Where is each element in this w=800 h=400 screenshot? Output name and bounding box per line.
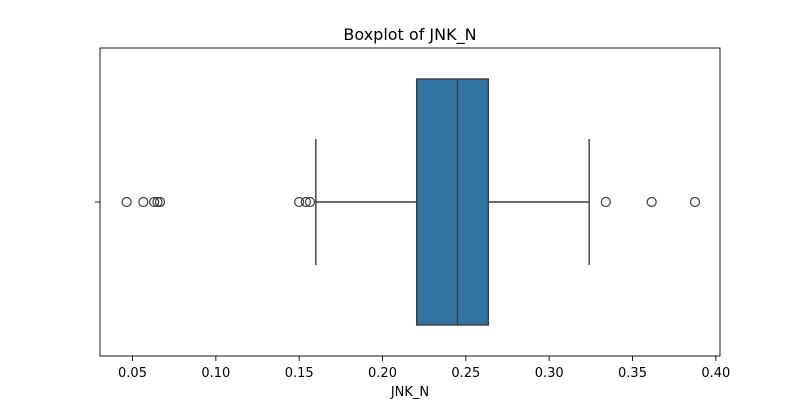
x-tick-label-0: 0.05 — [118, 366, 147, 381]
plot-area: 0.05 0.10 0.15 0.20 0.25 0.30 0.35 0.40 — [95, 47, 730, 381]
outlier-point-1 — [138, 196, 149, 208]
outlier-point-7 — [304, 196, 316, 208]
x-tick-label-5: 0.30 — [535, 366, 564, 381]
x-tick-label-6: 0.35 — [618, 366, 647, 381]
outlier-point-3 — [152, 196, 163, 208]
iqr-box — [415, 78, 490, 326]
outlier-point-10 — [689, 196, 701, 208]
outlier-point-8 — [600, 196, 611, 208]
chart-title: Boxplot of JNK_N — [343, 25, 476, 45]
x-tick-label-2: 0.15 — [285, 366, 314, 381]
outlier-point-6 — [300, 196, 311, 208]
x-tick-label-4: 0.25 — [451, 366, 480, 381]
outlier-point-5 — [294, 196, 305, 208]
outlier-point-9 — [646, 196, 657, 208]
x-tick-label-7: 0.40 — [701, 366, 730, 381]
x-axis-label: JNK_N — [390, 385, 429, 400]
outlier-point-0 — [121, 196, 132, 208]
x-tick-label-1: 0.10 — [201, 366, 230, 381]
outlier-point-2 — [149, 196, 160, 208]
outlier-point-4 — [154, 196, 166, 208]
x-tick-label-3: 0.20 — [368, 366, 397, 381]
